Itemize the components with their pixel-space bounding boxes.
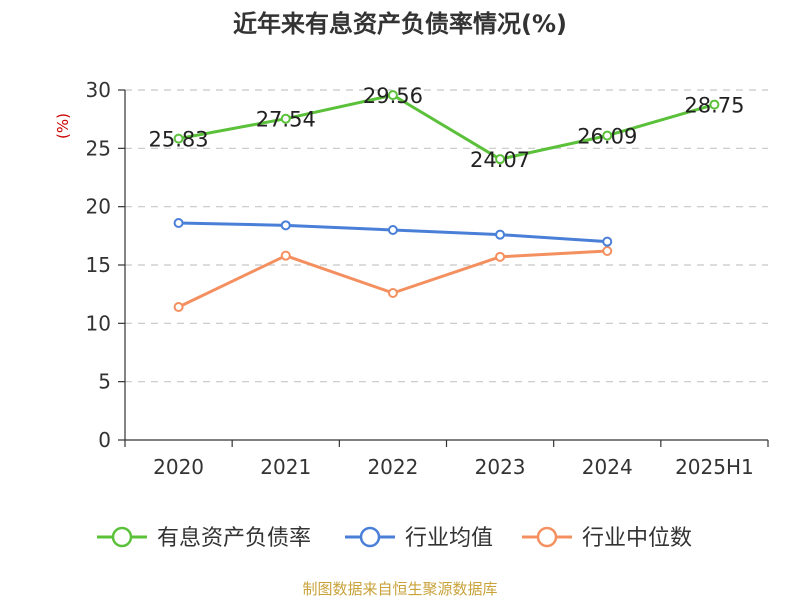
data-point: [495, 229, 506, 240]
x-tick-label: 2020: [153, 455, 204, 479]
chart-title: 近年来有息资产负债率情况(%): [233, 10, 567, 38]
x-tick-label: 2021: [260, 455, 311, 479]
series-line: [178, 93, 715, 161]
legend-marker: [536, 526, 558, 548]
x-tick-label: 2024: [582, 455, 633, 479]
data-point: [173, 302, 184, 312]
data-point: [173, 218, 184, 228]
legend: 有息资产负债率 行业均值 行业中位数: [97, 526, 692, 551]
data-point: [173, 133, 184, 144]
y-tick-label: 5: [98, 370, 111, 394]
y-tick-label: 20: [86, 195, 111, 219]
data-label: 29.56: [363, 84, 423, 108]
y-tick-label: 30: [86, 78, 111, 102]
data-label: 25.83: [149, 128, 209, 152]
grid: [125, 89, 768, 383]
axes: 0 5 10 15 20 25 30 2020 2021 2022 2023 2024 2025H1: [86, 78, 769, 479]
x-tick-label: 2022: [367, 455, 418, 479]
y-tick-label: 15: [86, 253, 111, 277]
y-tick-label: 10: [86, 311, 111, 335]
data-point: [602, 236, 613, 247]
data-point: [387, 225, 398, 235]
y-tick-label: 25: [86, 136, 111, 160]
data-point: [495, 251, 506, 262]
plot-area: 25.83 27.54 29.56 24.07 26.09 28.75: [149, 84, 744, 312]
legend-marker: [359, 526, 381, 548]
y-axis-unit: (%): [54, 113, 72, 139]
legend-marker: [111, 526, 133, 548]
data-point: [387, 90, 398, 101]
data-point: [280, 220, 291, 231]
x-tick-label: 2025H1: [675, 455, 754, 479]
data-point: [709, 99, 720, 110]
data-label: 24.07: [470, 148, 530, 172]
source-note: 制图数据来自恒生聚源数据库: [302, 580, 497, 598]
y-tick-label: 0: [98, 428, 111, 452]
data-point: [495, 154, 506, 165]
data-point: [280, 250, 291, 261]
legend-label: 行业中位数: [582, 526, 692, 551]
data-label: 26.09: [577, 125, 637, 149]
data-label: 27.54: [256, 108, 316, 132]
data-label: 28.75: [684, 94, 744, 118]
series-line: [177, 249, 608, 309]
data-point: [387, 288, 398, 298]
data-point: [602, 246, 613, 256]
legend-label: 有息资产负债率: [157, 526, 311, 551]
x-tick-label: 2023: [475, 455, 526, 479]
data-point: [602, 130, 613, 141]
data-point: [280, 113, 291, 124]
legend-label: 行业均值: [405, 526, 493, 551]
